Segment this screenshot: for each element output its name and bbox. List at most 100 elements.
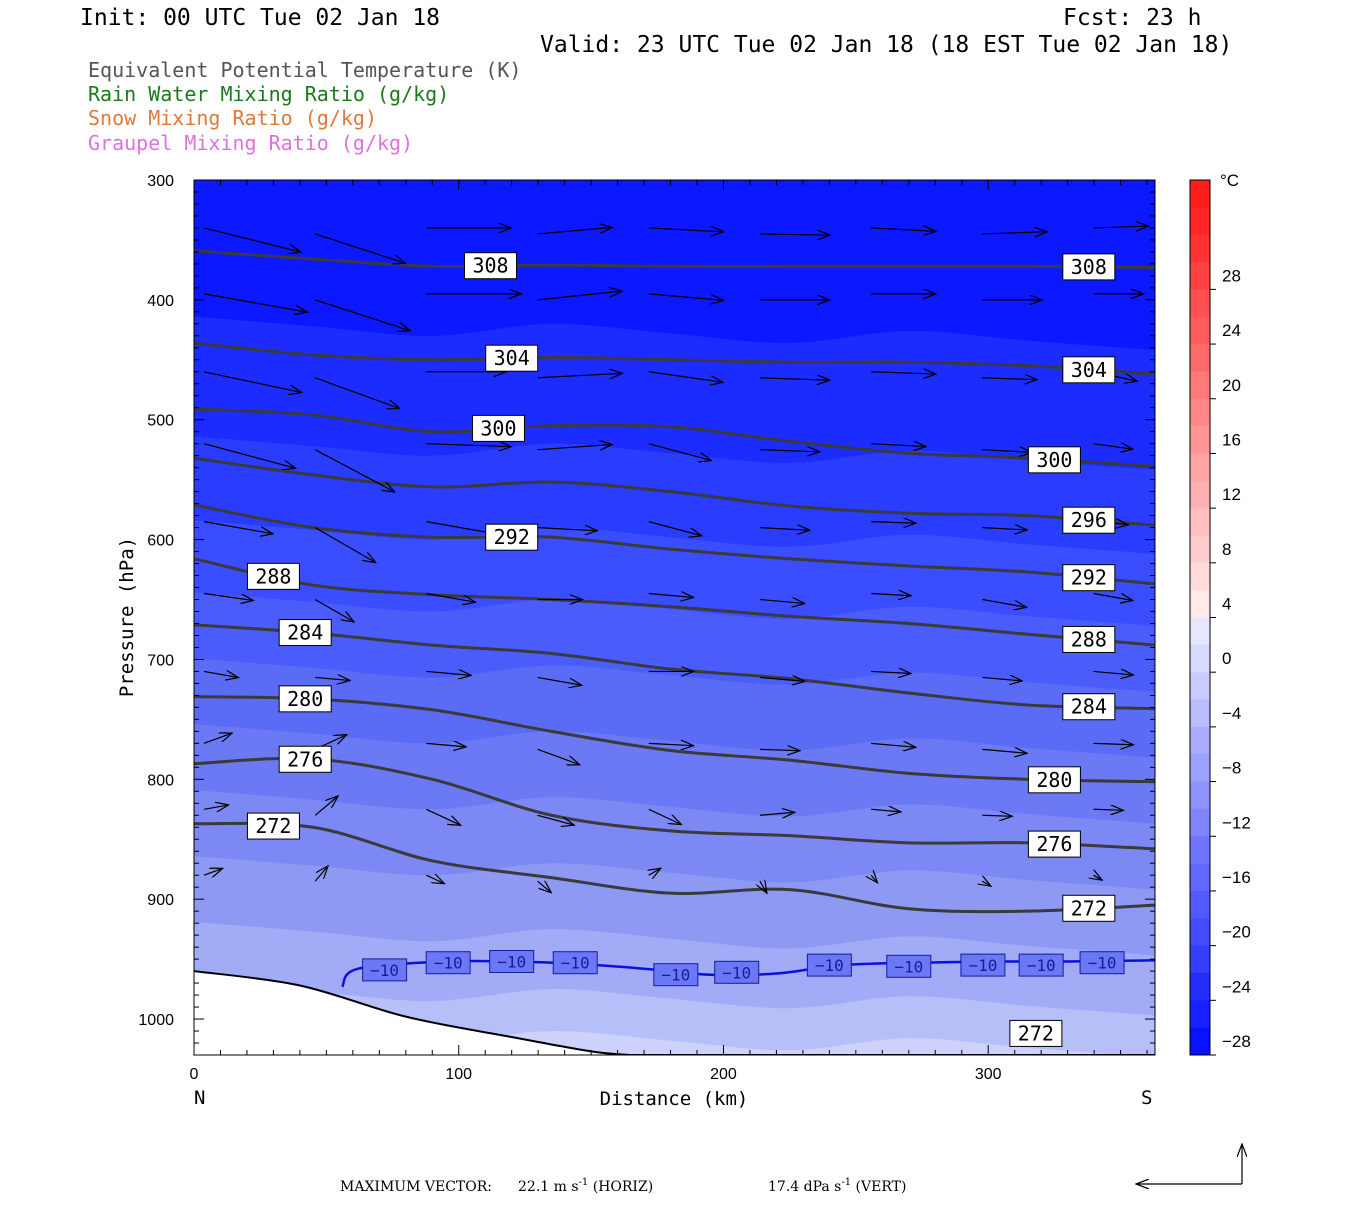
x-tick-label: 0 xyxy=(190,1066,199,1083)
wind-vector xyxy=(648,443,712,461)
colorbar-segment xyxy=(1190,590,1210,618)
wind-vector xyxy=(759,677,805,681)
wind-vector xyxy=(648,293,724,301)
colorbar-segment xyxy=(1190,480,1210,509)
wind-vector xyxy=(203,868,223,875)
init-time: Init: 00 UTC Tue 02 Jan 18 xyxy=(80,5,440,31)
wind-vector xyxy=(1093,444,1134,450)
wind-vector xyxy=(648,594,694,598)
contour-label-box xyxy=(1027,830,1081,858)
colorbar-segment xyxy=(1190,617,1210,646)
contour-label-box xyxy=(464,252,518,280)
colorbar-segment xyxy=(1190,863,1210,892)
colorbar-label: 4 xyxy=(1222,595,1231,614)
wind-vector xyxy=(759,234,830,235)
wind-vector xyxy=(648,228,724,232)
isotherm-label: −10 xyxy=(561,954,590,973)
wind-vector xyxy=(871,875,877,883)
wind-vector xyxy=(982,528,1027,530)
isotherm-label: −10 xyxy=(815,956,844,975)
wind-vector xyxy=(426,671,471,675)
contour-label-box xyxy=(1009,1019,1063,1047)
isotherm-label-box xyxy=(1018,953,1064,977)
theta-e-contour-292 xyxy=(194,503,1155,586)
isotherm-label: −10 xyxy=(1027,956,1056,975)
isotherm-label: −10 xyxy=(370,961,399,980)
isotherm-label-box xyxy=(886,954,932,978)
contour-label: 308 xyxy=(472,254,508,278)
contour-label: 292 xyxy=(1071,566,1107,590)
y-tick-label: 1000 xyxy=(138,1012,174,1029)
colorbar-segment xyxy=(1190,836,1210,865)
isotherm-label: −10 xyxy=(497,953,526,972)
wind-vector xyxy=(537,814,575,825)
colorbar-segment xyxy=(1190,945,1210,974)
wind-vector xyxy=(871,372,936,374)
colorbar-segment xyxy=(1190,562,1210,591)
wind-vector xyxy=(537,748,580,764)
wind-vector xyxy=(203,227,301,252)
wind-vector xyxy=(203,671,238,677)
x-axis-title: Distance (km) xyxy=(600,1088,749,1110)
wind-vector xyxy=(982,450,1032,453)
wind-vector xyxy=(1093,592,1133,601)
wind-vector xyxy=(537,444,613,449)
contour-label: 272 xyxy=(255,814,291,838)
isotherm-label: −10 xyxy=(968,956,997,975)
wind-vector xyxy=(759,450,820,452)
contour-label: 292 xyxy=(494,525,530,549)
wind-vector xyxy=(871,743,916,747)
wind-vector xyxy=(203,592,254,601)
wind-vector xyxy=(426,743,466,746)
theta-e-contour-280 xyxy=(194,695,1155,784)
max-vector-prefix: MAXIMUM VECTOR: xyxy=(340,1179,492,1195)
contour-label-box xyxy=(1062,625,1116,653)
contour-label-box xyxy=(278,745,332,773)
contour-labels: 308 308 304 304 300 300 296 292 292 288 288 284 284 2… xyxy=(246,252,1116,1047)
wind-vector xyxy=(982,232,1047,234)
isotherm-label-box xyxy=(714,960,760,984)
y-axis-title: Pressure (hPa) xyxy=(116,537,138,697)
contour-label: 288 xyxy=(1071,627,1107,651)
colorbar-segment xyxy=(1190,453,1210,482)
wind-vector xyxy=(759,528,810,531)
isotherm-label-box xyxy=(653,963,699,987)
wind-vector xyxy=(426,808,460,825)
contour-label: 272 xyxy=(1018,1021,1054,1045)
colorbar-label: 16 xyxy=(1222,430,1241,449)
isotherm-label-box xyxy=(362,958,408,982)
wind-vector xyxy=(537,676,582,685)
x-tick-label: 100 xyxy=(445,1066,472,1083)
max-vector-horiz: 22.1 m s-1 (HORIZ) xyxy=(518,1177,653,1195)
colorbar-label: −8 xyxy=(1222,759,1241,778)
colorbar-label: −20 xyxy=(1222,923,1251,942)
wind-vector xyxy=(1094,875,1103,880)
terrain-fill xyxy=(194,971,631,1055)
contour-label: 300 xyxy=(1036,448,1072,472)
wind-vector xyxy=(649,868,661,875)
colorbar-segment xyxy=(1190,754,1210,783)
wind-vector xyxy=(648,743,694,745)
contour-label: 304 xyxy=(494,346,530,370)
colorbar: 28 24 20 16 12 8 4 0 −4 −8 −12 −16 −20 −24 −28 xyxy=(1189,179,1251,1056)
wind-vector xyxy=(982,378,1037,380)
isotherm-minus-10: −10 −10 −10 −10 −10 −10 −10 −10 −10 −10 −10 xyxy=(341,950,1155,988)
x-tick-label: 300 xyxy=(975,1066,1002,1083)
colorbar-label: −12 xyxy=(1222,813,1251,832)
axes: 300 400 500 600 700 800 900 1000 0 100 200 300 xyxy=(138,173,1155,1083)
contour-label-box xyxy=(1062,564,1116,592)
colorbar-segment xyxy=(1190,207,1210,236)
contour-label-box xyxy=(1027,766,1081,794)
colorbar-segment xyxy=(1190,535,1210,564)
wind-vector xyxy=(314,866,328,882)
contour-label: 308 xyxy=(1071,255,1107,279)
plot-area: −10 −10 −10 −10−10 −10 −10 −10 −10 −10 −10 308 308… xyxy=(194,180,1155,1055)
wind-vector xyxy=(426,444,511,447)
colorbar-segment xyxy=(1190,289,1210,318)
south-label: S xyxy=(1141,1087,1152,1109)
wind-vector xyxy=(315,233,405,263)
isotherm-label-box xyxy=(425,951,471,975)
wind-vector xyxy=(871,522,916,524)
colorbar-segment xyxy=(1190,726,1210,755)
colorbar-segment xyxy=(1190,316,1210,345)
